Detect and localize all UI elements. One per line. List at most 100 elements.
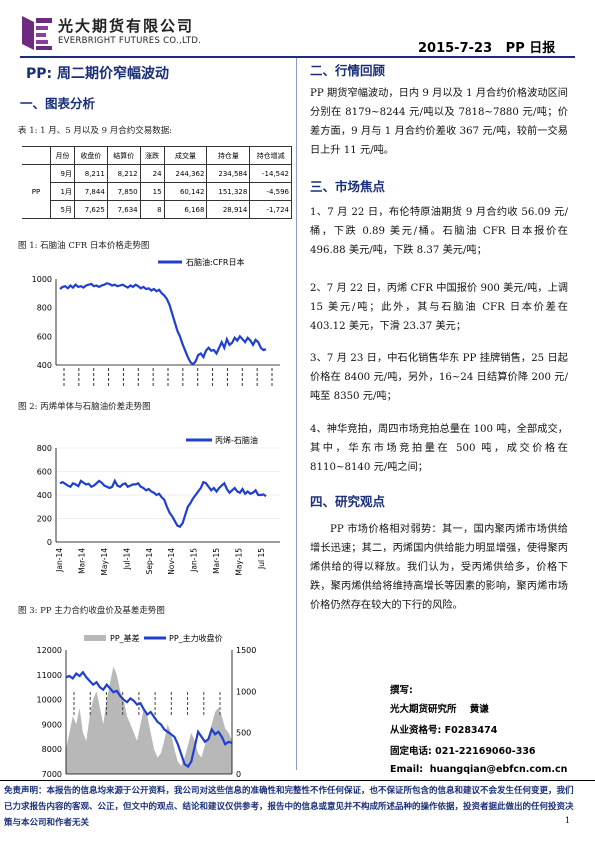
naphtha-price-chart: 石脑油:CFR日本 1000 800 600 400 — [32, 257, 280, 387]
market-focus-item: 4、神华竞拍，周四市场竞拍总量在 100 吨，全部成交，其中，华东市场竞拍量在 … — [310, 424, 568, 473]
contact-email[interactable]: Email: huangqian@ebfcn.com.cn — [390, 764, 568, 775]
y-tick-label-right: 500 — [236, 729, 251, 738]
legend-label: PP_主力收盘价 — [169, 633, 223, 643]
table-row: 1月 7,844 7,850 15 60,142 151,328 -4,596 — [22, 182, 292, 201]
y-tick-label-right: 1000 — [236, 687, 256, 696]
table-cell: 5月 — [50, 200, 75, 219]
legend-label: 丙烯-石脑油 — [215, 435, 258, 445]
y-tick-label: 0 — [47, 538, 52, 547]
table-header-cell: 结算价 — [106, 146, 141, 165]
series-line — [59, 282, 267, 366]
table-cell: 15 — [139, 182, 165, 201]
x-tick-label: Sep-14 — [145, 548, 154, 575]
table-header-row: 月份 收盘价 结算价 涨跌 成交量 持仓量 持仓增减 — [22, 146, 292, 165]
table-cell: -1,724 — [249, 200, 292, 219]
figure-3-caption: 图 3: PP 主力合约收盘价及基差走势图 — [18, 606, 165, 616]
trading-data-table: 月份 收盘价 结算价 涨跌 成交量 持仓量 持仓增减 PP 9月 8,211 8… — [22, 146, 292, 219]
table-header-cell: 涨跌 — [139, 146, 165, 165]
x-tick-label: Nov-14 — [167, 548, 176, 575]
table-product-cell: PP — [22, 164, 51, 219]
y-tick-label: 800 — [37, 304, 52, 313]
section-heading-chart-analysis: 一、图表分析 — [20, 96, 96, 111]
market-focus-item: 2、7 月 22 日，丙烯 CFR 中国报价 900 美元/吨，上调 15 美元… — [310, 283, 568, 332]
basis-area — [66, 666, 232, 774]
contact-heading: 撰写: — [390, 685, 413, 696]
y-tick-label: 600 — [37, 332, 52, 341]
figure-1-caption: 图 1: 石脑油 CFR 日本价格走势图 — [18, 241, 150, 251]
table-cell: 28,914 — [206, 200, 251, 219]
series-line — [59, 478, 267, 529]
y-tick-label: 600 — [37, 468, 52, 477]
section-heading-market-review: 二、行情回顾 — [310, 63, 386, 78]
x-tick-label: May-14 — [100, 548, 109, 576]
figure-2-caption: 图 2: 丙烯单体与石脑油价差走势图 — [18, 402, 151, 412]
disclaimer-divider — [0, 780, 595, 781]
x-tick-label: Jul-14 — [122, 548, 131, 571]
legend-label: PP_基差 — [110, 633, 140, 643]
y-tick-label: 10000 — [37, 696, 62, 705]
y-tick-label: 8000 — [42, 745, 62, 754]
y-tick-label: 12000 — [37, 646, 62, 655]
contact-license: 从业资格号: F0283474 — [390, 725, 498, 736]
table-cell: 8 — [139, 200, 165, 219]
x-tick-label: Jul 15 — [257, 548, 266, 570]
column-divider — [296, 58, 297, 770]
section-heading-research-view: 四、研究观点 — [310, 494, 386, 509]
y-tick-label: 400 — [37, 361, 52, 370]
x-tick-label: Mar-14 — [77, 548, 86, 574]
table-header-cell: 成交量 — [163, 146, 208, 165]
x-tick-label: Mar-15 — [212, 548, 221, 574]
section-heading-market-focus: 三、市场焦点 — [310, 179, 386, 194]
company-logo-icon — [22, 16, 52, 50]
table-header-cell: 月份 — [50, 146, 75, 165]
y-tick-label: 1000 — [32, 275, 52, 284]
y-tick-label: 200 — [37, 515, 52, 524]
table-header-cell: 收盘价 — [73, 146, 108, 165]
company-name-en: EVERBRIGHT FUTURES CO.,LTD. — [58, 36, 202, 46]
table-cell: 7,844 — [73, 182, 108, 201]
market-review-paragraph: PP 期货窄幅波动，日内 9 月以及 1 月合约价格波动区间分别在 8179~8… — [310, 88, 568, 156]
x-tick-label: May-15 — [235, 548, 244, 576]
report-title: PP: 周二期价窄幅波动 — [26, 66, 169, 82]
company-name-cn: 光大期货有限公司 — [58, 17, 195, 35]
table-cell: 9月 — [50, 164, 75, 183]
y-tick-label-right: 0 — [236, 770, 241, 778]
table-cell: 60,142 — [163, 182, 208, 201]
table-cell: 6,168 — [163, 200, 208, 219]
contact-phone: 固定电话: 021-22169060-336 — [390, 746, 536, 757]
market-focus-item: 1、7 月 22 日，布伦特原油期货 9 月合约收 56.09 元/桶，下跌 0… — [310, 207, 568, 256]
table-cell: 8,211 — [73, 164, 108, 183]
research-view-paragraph: PP 市场价格相对弱势：其一，国内聚丙烯市场供给增长迅速；其二，丙烯国内供给能力… — [310, 524, 568, 611]
header-divider — [20, 56, 575, 58]
table-caption: 表 1: 1 月、5 月以及 9 月合约交易数据: — [18, 126, 173, 136]
table-cell: -14,542 — [249, 164, 292, 183]
table-cell: -4,596 — [249, 182, 292, 201]
table-cell: 234,584 — [206, 164, 251, 183]
y-tick-label: 9000 — [42, 720, 62, 729]
y-tick-label: 11000 — [37, 671, 62, 680]
y-tick-label: 7000 — [42, 770, 62, 778]
market-focus-item: 3、7 月 23 日，中石化销售华东 PP 挂牌销售，25 日起价格在 8400… — [310, 353, 568, 402]
x-tick-label: Jan-14 — [55, 548, 64, 573]
price-line — [65, 670, 233, 769]
disclaimer-text: 免责声明：本报告的信息均来源于公开资料，我公司对这些信息的准确性和完整性不作任何… — [4, 786, 574, 828]
table-cell: 151,328 — [206, 182, 251, 201]
table-cell: 24 — [139, 164, 165, 183]
page-number: 1 — [565, 816, 571, 825]
table-row: 5月 7,625 7,634 8 6,168 28,914 -1,724 — [22, 200, 292, 219]
table-cell: 1月 — [50, 182, 75, 201]
table-cell: 7,850 — [106, 182, 141, 201]
table-header-cell: 持仓增减 — [249, 146, 292, 165]
table-cell: 8,212 — [106, 164, 141, 183]
y-tick-label: 800 — [37, 444, 52, 453]
table-cell: 7,634 — [106, 200, 141, 219]
y-tick-label-right: 1500 — [236, 646, 256, 655]
table-cell: 7,625 — [73, 200, 108, 219]
table-cell: 244,362 — [163, 164, 208, 183]
table-header-cell: 持仓量 — [206, 146, 251, 165]
x-tick-label: Jan-15 — [190, 548, 199, 573]
legend-label: 石脑油:CFR日本 — [186, 257, 244, 267]
table-row: PP 9月 8,211 8,212 24 244,362 234,584 -14… — [22, 164, 292, 219]
pp-price-basis-chart: PP_基差 PP_主力收盘价120001100010000900080007000… — [37, 633, 257, 778]
